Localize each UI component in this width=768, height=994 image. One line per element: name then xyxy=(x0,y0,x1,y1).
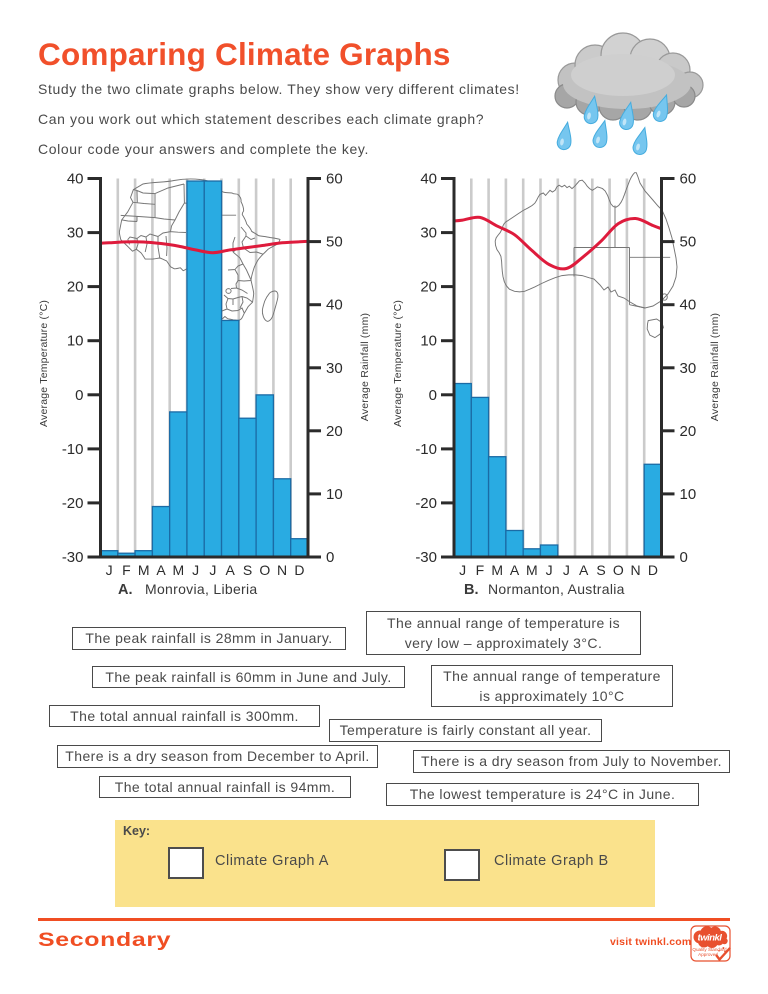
svg-text:20: 20 xyxy=(420,279,437,296)
svg-text:J: J xyxy=(459,562,466,578)
svg-text:-30: -30 xyxy=(415,549,437,566)
svg-text:A: A xyxy=(510,562,520,578)
svg-text:10: 10 xyxy=(420,333,437,350)
svg-text:-30: -30 xyxy=(62,549,84,566)
svg-text:M: M xyxy=(138,562,150,578)
svg-text:A: A xyxy=(156,562,166,578)
svg-text:0: 0 xyxy=(326,549,334,566)
svg-text:50: 50 xyxy=(326,234,343,251)
svg-text:Quality Standard: Quality Standard xyxy=(692,947,727,952)
svg-text:20: 20 xyxy=(326,423,343,440)
svg-text:N: N xyxy=(277,562,287,578)
svg-text:30: 30 xyxy=(680,360,697,377)
svg-text:J: J xyxy=(106,562,113,578)
svg-text:B.: B. xyxy=(464,582,479,598)
svg-text:-20: -20 xyxy=(62,495,84,512)
svg-text:0: 0 xyxy=(75,387,83,404)
svg-text:Approved: Approved xyxy=(698,952,718,957)
svg-text:50: 50 xyxy=(680,234,697,251)
svg-text:Normanton, Australia: Normanton, Australia xyxy=(488,581,625,597)
svg-text:J: J xyxy=(209,562,216,578)
svg-text:40: 40 xyxy=(67,171,84,188)
svg-text:O: O xyxy=(259,562,270,578)
svg-text:60: 60 xyxy=(326,171,343,188)
svg-text:60: 60 xyxy=(680,171,697,188)
svg-text:M: M xyxy=(491,562,503,578)
svg-text:D: D xyxy=(648,562,658,578)
svg-text:twinkl: twinkl xyxy=(698,933,723,944)
svg-text:-20: -20 xyxy=(415,495,437,512)
svg-text:40: 40 xyxy=(420,171,437,188)
svg-text:-10: -10 xyxy=(62,441,84,458)
svg-text:20: 20 xyxy=(67,279,84,296)
svg-text:30: 30 xyxy=(67,225,84,242)
svg-text:F: F xyxy=(476,562,485,578)
svg-text:20: 20 xyxy=(680,423,697,440)
svg-text:M: M xyxy=(172,562,184,578)
svg-text:40: 40 xyxy=(680,297,697,314)
svg-text:J: J xyxy=(563,562,570,578)
svg-text:J: J xyxy=(546,562,553,578)
svg-text:N: N xyxy=(631,562,641,578)
svg-text:30: 30 xyxy=(326,360,343,377)
svg-text:10: 10 xyxy=(326,486,343,503)
svg-text:0: 0 xyxy=(680,549,688,566)
svg-text:J: J xyxy=(192,562,199,578)
svg-text:O: O xyxy=(613,562,624,578)
svg-text:Monrovia, Liberia: Monrovia, Liberia xyxy=(145,581,258,597)
svg-text:40: 40 xyxy=(326,297,343,314)
svg-text:-10: -10 xyxy=(415,441,437,458)
svg-text:A: A xyxy=(579,562,589,578)
svg-text:M: M xyxy=(526,562,538,578)
svg-text:0: 0 xyxy=(429,387,437,404)
svg-text:A: A xyxy=(226,562,236,578)
svg-text:10: 10 xyxy=(680,486,697,503)
svg-text:S: S xyxy=(596,562,605,578)
svg-text:D: D xyxy=(294,562,304,578)
svg-text:30: 30 xyxy=(420,225,437,242)
svg-text:F: F xyxy=(122,562,131,578)
svg-text:S: S xyxy=(243,562,252,578)
svg-text:10: 10 xyxy=(67,333,84,350)
svg-text:A.: A. xyxy=(118,582,133,598)
